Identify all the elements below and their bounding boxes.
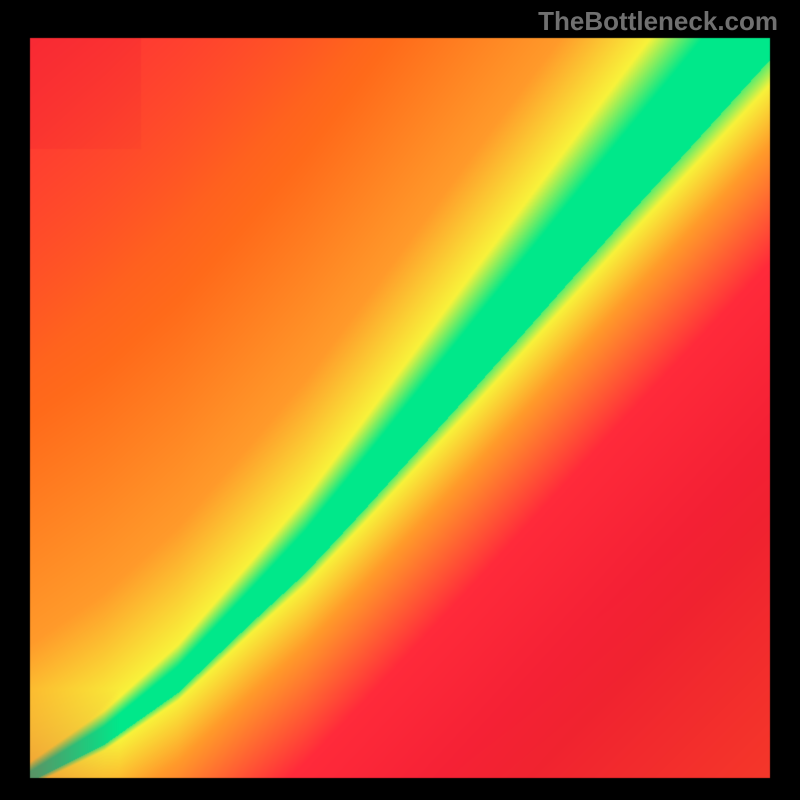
bottleneck-heatmap xyxy=(0,0,800,800)
watermark-text: TheBottleneck.com xyxy=(538,6,778,37)
chart-container: TheBottleneck.com xyxy=(0,0,800,800)
